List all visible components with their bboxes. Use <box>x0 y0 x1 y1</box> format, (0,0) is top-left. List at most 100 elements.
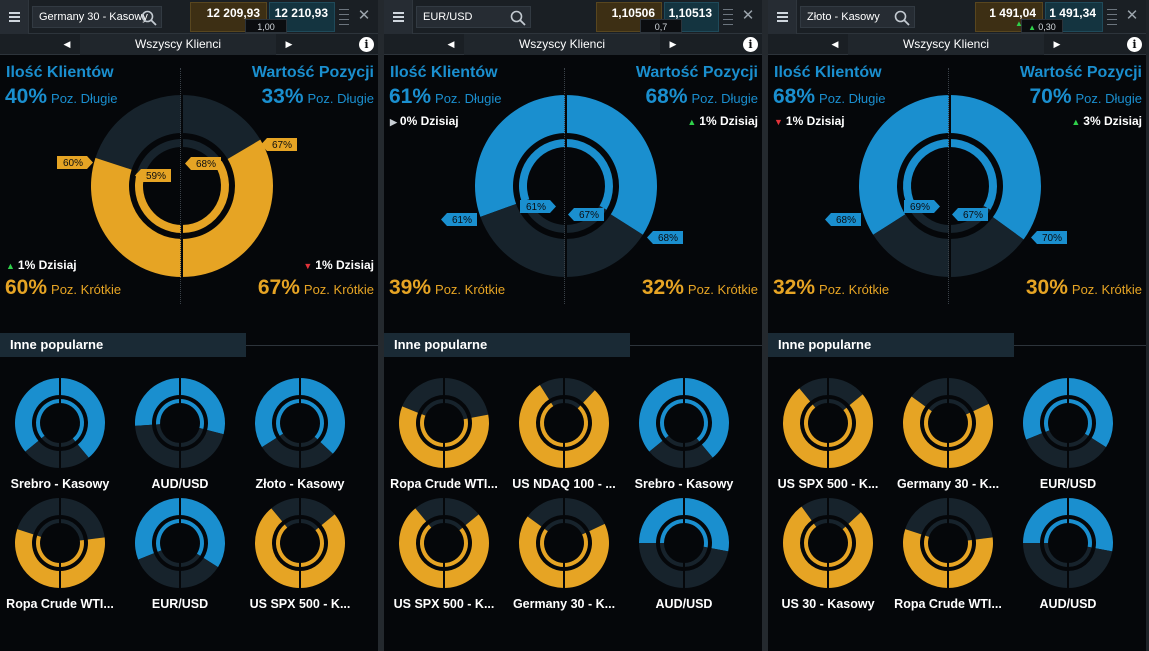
popular-item[interactable]: US SPX 500 - K... <box>384 497 504 611</box>
mini-donut-chart <box>519 377 609 469</box>
value-long: 33% Poz. Długie <box>261 85 374 109</box>
ask-price[interactable]: 1 491,34 <box>1045 2 1103 32</box>
mini-clients-outer-short-arc <box>783 388 828 468</box>
clients-today: ▶ 0% Dzisiaj <box>390 114 459 128</box>
popular-item[interactable]: Ropa Crude WTI... <box>0 497 120 611</box>
mini-clients-inner-short-arc <box>540 402 564 447</box>
clients-outer-short-arc <box>90 157 182 277</box>
value-short: 67% Poz. Krótkie <box>258 276 374 300</box>
popular-item[interactable]: US NDAQ 100 - ... <box>504 377 624 491</box>
mini-clients-outer-long-arc <box>135 498 180 560</box>
next-filter-icon[interactable]: ▶ <box>669 39 677 49</box>
search-icon[interactable] <box>894 10 910 26</box>
popular-item[interactable]: Ropa Crude WTI... <box>888 497 1008 611</box>
next-filter-icon[interactable]: ▶ <box>285 39 293 49</box>
sentiment-donut-chart: 60% 59% 68% 67% <box>57 92 297 282</box>
mini-clients-inner-short-arc <box>279 433 300 447</box>
popular-item[interactable]: Srebro - Kasowy <box>0 377 120 491</box>
close-icon[interactable]: ✕ <box>741 7 755 24</box>
search-icon[interactable] <box>510 10 526 26</box>
clients-long-value: 61% <box>389 85 432 108</box>
popular-item[interactable]: AUD/USD <box>1008 497 1128 611</box>
value-inner-tag: 68% <box>185 157 221 170</box>
popular-item[interactable]: Germany 30 - K... <box>504 497 624 611</box>
popular-tab[interactable]: Inne popularne <box>384 333 630 357</box>
mini-value-outer-short-arc <box>60 444 89 468</box>
value-outer-tag: 68% <box>647 231 683 244</box>
drag-handle[interactable] <box>721 3 735 31</box>
mini-clients-inner-long-arc <box>284 519 300 528</box>
instrument-selector[interactable]: EUR/USD <box>416 6 531 28</box>
search-icon[interactable] <box>141 10 157 26</box>
mini-clients-inner-short-arc <box>41 435 60 447</box>
info-icon[interactable]: i <box>1127 37 1142 52</box>
prev-filter-icon[interactable]: ◀ <box>831 39 839 49</box>
instrument-name: Złoto - Kasowy <box>807 11 880 23</box>
popular-item[interactable]: AUD/USD <box>120 377 240 491</box>
mini-clients-inner-long-arc <box>813 519 828 527</box>
mini-value-outer-long-arc <box>180 378 225 435</box>
value-short-label: Poz. Krótkie <box>1071 282 1142 297</box>
value-inner-short-arc <box>182 160 229 233</box>
popular-item-label: AUD/USD <box>1039 597 1097 611</box>
popular-item[interactable]: Złoto - Kasowy <box>240 377 360 491</box>
mini-clients-outer-short-arc <box>783 506 828 588</box>
center-dotted-line <box>180 68 181 304</box>
popular-item[interactable]: Srebro - Kasowy <box>624 377 744 491</box>
spread-text: 0,30 <box>1038 22 1056 32</box>
value-inner-tag-text: 67% <box>579 210 599 221</box>
mini-donut-chart <box>135 497 225 589</box>
mini-value-outer-long-arc <box>444 498 479 526</box>
popular-item[interactable]: AUD/USD <box>624 497 744 611</box>
popular-item[interactable]: Ropa Crude WTI... <box>384 377 504 491</box>
popular-item-label: EUR/USD <box>1039 477 1097 491</box>
info-icon[interactable]: i <box>743 37 758 52</box>
popular-item[interactable]: EUR/USD <box>120 497 240 611</box>
prev-filter-icon[interactable]: ◀ <box>63 39 71 49</box>
mini-clients-outer-short-arc <box>519 385 564 468</box>
popular-tab[interactable]: Inne popularne <box>768 333 1014 357</box>
panel-header: Złoto - Kasowy 1 491,04 1 491,34 ▲ 0,30 ✕ ▲ <box>768 0 1146 34</box>
menu-button[interactable] <box>768 0 797 34</box>
menu-button[interactable] <box>384 0 413 34</box>
next-filter-icon[interactable]: ▶ <box>1053 39 1061 49</box>
menu-button[interactable] <box>0 0 29 34</box>
panel-1: Germany 30 - Kasowy 12 209,93 12 210,93 1,0… <box>0 0 378 651</box>
popular-item[interactable]: US 30 - Kasowy <box>768 497 888 611</box>
mini-clients-outer-short-arc <box>399 508 444 588</box>
panel-divider <box>378 0 384 651</box>
popular-tab[interactable]: Inne popularne <box>0 333 246 357</box>
close-icon[interactable]: ✕ <box>1125 7 1139 24</box>
drag-handle[interactable] <box>337 3 351 31</box>
mini-clients-inner-short-arc <box>156 424 180 447</box>
mini-value-inner-short-arc <box>828 526 852 567</box>
prev-filter-icon[interactable]: ◀ <box>447 39 455 49</box>
clients-short-value: 39% <box>389 276 432 299</box>
clients-today: ▲ 1% Dzisiaj <box>6 258 77 272</box>
ask-price[interactable]: 12 210,93 <box>269 2 335 32</box>
clients-outer-tag-text: 61% <box>452 215 472 226</box>
filter-label: Wszyscy Klienci <box>80 34 276 55</box>
popular-item[interactable]: US SPX 500 - K... <box>768 377 888 491</box>
up-arrow-icon: ▲ <box>6 261 15 271</box>
ask-price[interactable]: 1,10513 <box>664 2 719 32</box>
instrument-selector[interactable]: Złoto - Kasowy <box>800 6 915 28</box>
instrument-selector[interactable]: Germany 30 - Kasowy <box>32 6 162 28</box>
drag-handle[interactable] <box>1105 3 1119 31</box>
popular-item[interactable]: Germany 30 - K... <box>888 377 1008 491</box>
popular-item[interactable]: US SPX 500 - K... <box>240 497 360 611</box>
filter-label: Wszyscy Klienci <box>464 34 660 55</box>
popular-item-label: Srebro - Kasowy <box>10 477 110 491</box>
mini-clients-inner-long-arc <box>36 399 60 439</box>
clients-outer-tag: 60% <box>57 156 93 169</box>
clients-short-label: Poz. Krótkie <box>435 282 506 297</box>
popular-item[interactable]: EUR/USD <box>1008 377 1128 491</box>
value-short-label: Poz. Krótkie <box>687 282 758 297</box>
close-icon[interactable]: ✕ <box>357 7 371 24</box>
info-icon[interactable]: i <box>359 37 374 52</box>
center-dotted-line <box>948 68 949 304</box>
clients-outer-tag: 68% <box>825 213 861 226</box>
mini-value-outer-short-arc <box>828 512 873 588</box>
mini-clients-outer-long-arc <box>639 498 684 543</box>
mini-value-inner-short-arc <box>180 553 201 567</box>
